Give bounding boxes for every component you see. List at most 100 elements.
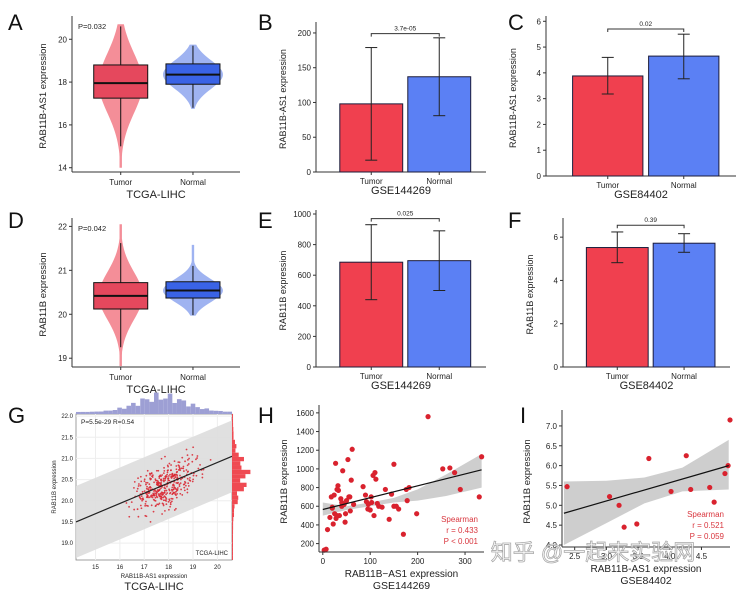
scatter-point bbox=[170, 500, 173, 503]
histogram-bar bbox=[227, 411, 232, 414]
scatter-point bbox=[173, 509, 176, 511]
scatter-point bbox=[332, 460, 339, 466]
scatter-point bbox=[372, 470, 378, 476]
y-tick-label: 1000 bbox=[296, 465, 314, 474]
scatter-point bbox=[179, 478, 182, 481]
scatter-point bbox=[160, 457, 163, 460]
scatter-point bbox=[177, 461, 180, 463]
scatter-point bbox=[176, 474, 179, 477]
scatter-point bbox=[165, 489, 168, 492]
scatter-point bbox=[184, 484, 187, 487]
scatter-point bbox=[179, 482, 182, 485]
scatter-point bbox=[128, 505, 130, 508]
scatter-point bbox=[154, 492, 156, 495]
y-tick-label: 800 bbox=[301, 484, 315, 493]
scatter-point bbox=[323, 546, 329, 552]
histogram-bar bbox=[204, 408, 210, 414]
scatter-point bbox=[158, 495, 161, 498]
y-tick-label: 5 bbox=[537, 43, 542, 52]
scatter-point bbox=[169, 503, 172, 506]
scatter-point bbox=[711, 499, 717, 505]
scatter-point bbox=[191, 460, 194, 463]
scatter-point bbox=[152, 490, 155, 492]
scatter-point bbox=[186, 491, 189, 494]
x-tick-label: 18 bbox=[165, 565, 172, 571]
x-tick-label: Tumor bbox=[606, 372, 629, 381]
histogram-bar bbox=[222, 411, 228, 414]
scatter-point bbox=[170, 469, 172, 472]
confidence-band bbox=[563, 439, 729, 546]
scatter-point bbox=[133, 508, 136, 511]
x-tick-label: 19 bbox=[190, 565, 197, 571]
y-axis-title: RAB11B expression bbox=[52, 460, 58, 513]
scatter-point bbox=[145, 481, 148, 484]
y-tick-label: 4 bbox=[537, 69, 542, 78]
panel-letter-e: E bbox=[258, 208, 273, 233]
scatter-point bbox=[170, 464, 172, 466]
y-tick-label: 21.0 bbox=[61, 456, 73, 462]
y-tick-label: 5.5 bbox=[546, 481, 558, 490]
scatter-point bbox=[145, 496, 148, 499]
scatter-point bbox=[707, 484, 713, 491]
regression-line bbox=[563, 465, 729, 514]
histogram-bar bbox=[135, 405, 141, 414]
scatter-point bbox=[171, 497, 174, 500]
histogram-bar bbox=[209, 410, 214, 414]
histogram-bar bbox=[232, 529, 234, 535]
scatter-point bbox=[185, 448, 188, 451]
histogram-bar bbox=[232, 495, 239, 500]
scatter-point bbox=[136, 490, 138, 493]
scatter-point bbox=[335, 483, 341, 489]
y-tick-label: 200 bbox=[301, 540, 315, 549]
scatter-point bbox=[343, 498, 350, 504]
significance-bracket bbox=[370, 218, 440, 222]
scatter-point bbox=[158, 477, 161, 480]
scatter-point bbox=[145, 500, 147, 503]
scatter-point bbox=[168, 462, 171, 465]
scatter-point bbox=[146, 481, 149, 484]
panel-letter-c: C bbox=[508, 10, 524, 35]
scatter-point bbox=[145, 515, 148, 518]
scatter-point bbox=[141, 499, 143, 502]
scatter-point bbox=[137, 477, 139, 480]
histogram-bar bbox=[108, 410, 113, 414]
panel-c: 0 1 2 3 4 5 6 Tumor Normal 0.02 GSE84402 RAB11B-AS1… bbox=[508, 16, 736, 201]
x-tick-label: Normal bbox=[426, 177, 452, 186]
panel-f: 0 2 4 6 Tumor Normal 0.39 GSE84402 RAB11B expres… bbox=[525, 217, 730, 392]
x-tick-label: 4.0 bbox=[664, 552, 676, 561]
scatter-point bbox=[186, 471, 189, 473]
scatter-point bbox=[159, 497, 162, 500]
histogram-bar bbox=[232, 456, 244, 462]
scatter-point bbox=[148, 491, 151, 494]
scatter-point bbox=[367, 507, 373, 513]
scatter-point bbox=[164, 455, 166, 458]
scatter-point bbox=[166, 471, 169, 474]
y-tick-label: 19.5 bbox=[61, 520, 73, 526]
x-tick-label: 17 bbox=[141, 565, 148, 571]
x-axis-title: RAB11B−AS1 expression bbox=[345, 569, 459, 580]
scatter-point bbox=[157, 480, 159, 483]
scatter-point bbox=[351, 501, 357, 507]
x-tick-label: Normal bbox=[671, 181, 697, 190]
scatter-point bbox=[184, 460, 186, 463]
scatter-point bbox=[195, 458, 197, 461]
y-tick-label: 4.5 bbox=[546, 521, 558, 530]
y-axis-title: RAB11B expression bbox=[279, 439, 290, 523]
scatter-point bbox=[688, 486, 694, 493]
scatter-point bbox=[183, 489, 186, 492]
y-tick-label: 150 bbox=[298, 64, 312, 73]
scatter-point bbox=[425, 414, 431, 420]
scatter-point bbox=[360, 484, 366, 490]
histogram-bar bbox=[232, 431, 234, 436]
x-tick-label: Tumor bbox=[109, 373, 132, 382]
histogram-bar bbox=[89, 411, 95, 414]
scatter-point bbox=[168, 498, 171, 501]
y-tick-label: 16 bbox=[58, 121, 67, 130]
scatter-point bbox=[340, 468, 346, 474]
scatter-point bbox=[183, 486, 186, 489]
histogram-bar bbox=[232, 538, 234, 543]
scatter-point bbox=[373, 476, 379, 482]
scatter-point bbox=[182, 467, 185, 470]
scatter-point bbox=[349, 446, 355, 452]
scatter-point bbox=[166, 492, 169, 494]
